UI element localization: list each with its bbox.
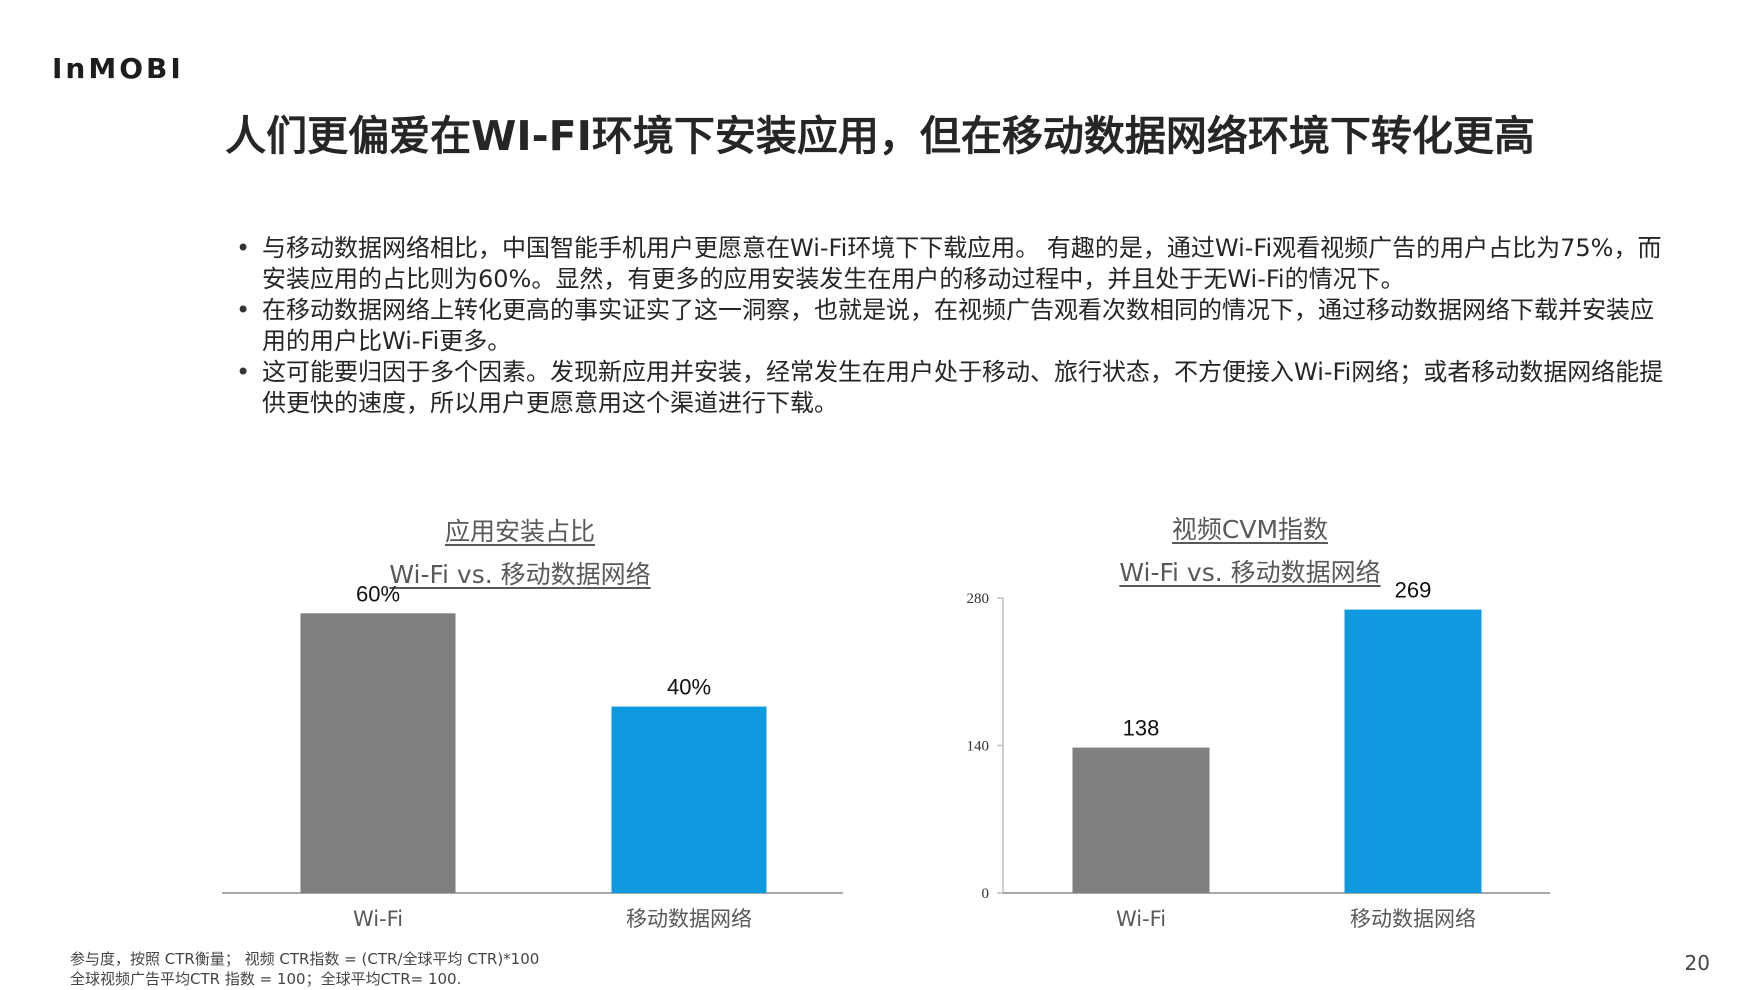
data-label: 138 [1123,716,1160,741]
inmobi-logo: InMOBI [52,54,184,84]
bar [611,706,767,893]
bar [300,613,456,893]
data-label: 60% [356,581,400,606]
chart2-title: 视频CVM指数 [1171,515,1329,544]
page-number: 20 [1684,951,1710,975]
footnote-line-2: 全球视频广告平均CTR 指数 = 100；全球平均CTR= 100. [70,970,462,988]
data-label: 40% [667,675,711,700]
category-label: 移动数据网络 [626,907,752,931]
chart2-subtitle: Wi-Fi vs. 移动数据网络 [1119,558,1381,587]
logo-text: InMOBI [52,52,184,85]
category-label: Wi-Fi [353,907,403,931]
y-tick-label: 140 [967,739,990,755]
bullet-list: 与移动数据网络相比，中国智能手机用户更愿意在Wi-Fi环境下下载应用。 有趣的是… [236,233,1666,419]
page-title: 人们更偏爱在WI-FI环境下安装应用，但在移动数据网络环境下转化更高 [225,112,1535,160]
bullet-item: 这可能要归因于多个因素。发现新应用并安装，经常发生在用户处于移动、旅行状态，不方… [236,357,1666,419]
category-label: 移动数据网络 [1350,907,1476,931]
bullet-item: 与移动数据网络相比，中国智能手机用户更愿意在Wi-Fi环境下下载应用。 有趣的是… [236,233,1666,295]
bullet-item: 在移动数据网络上转化更高的事实证实了这一洞察，也就是说，在视频广告观看次数相同的… [236,295,1666,357]
y-tick-label: 280 [967,591,990,607]
category-label: Wi-Fi [1116,907,1166,931]
y-tick-label: 0 [982,886,990,902]
footnote-line-1: 参与度，按照 CTR衡量； 视频 CTR指数 = (CTR/全球平均 CTR)*… [70,950,540,968]
data-label: 269 [1395,578,1432,603]
chart1-subtitle: Wi-Fi vs. 移动数据网络 [389,560,651,589]
chart-installs: 60% Wi-Fi 40% 移动数据网络 [222,581,843,931]
chart-cvm-index: 0 140 280 138 Wi-Fi 269 移动数据网络 [967,578,1550,931]
bar [1072,747,1210,893]
bar [1344,609,1482,893]
chart1-title: 应用安装占比 [444,517,595,546]
